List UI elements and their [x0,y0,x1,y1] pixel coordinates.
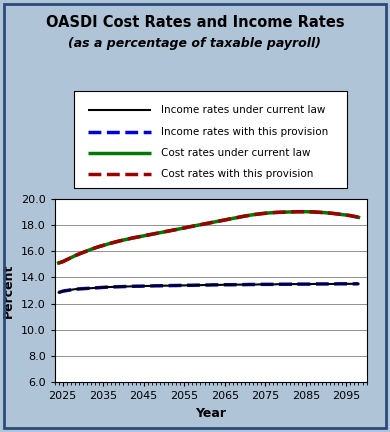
Text: Income rates under current law: Income rates under current law [161,105,326,115]
Y-axis label: Percent: Percent [2,264,15,318]
Text: OASDI Cost Rates and Income Rates: OASDI Cost Rates and Income Rates [46,15,344,30]
Text: Cost rates under current law: Cost rates under current law [161,148,311,158]
Text: Cost rates with this provision: Cost rates with this provision [161,169,314,179]
FancyBboxPatch shape [74,91,347,188]
X-axis label: Year: Year [195,407,226,420]
Text: Income rates with this provision: Income rates with this provision [161,127,329,137]
Text: (as a percentage of taxable payroll): (as a percentage of taxable payroll) [69,37,321,50]
